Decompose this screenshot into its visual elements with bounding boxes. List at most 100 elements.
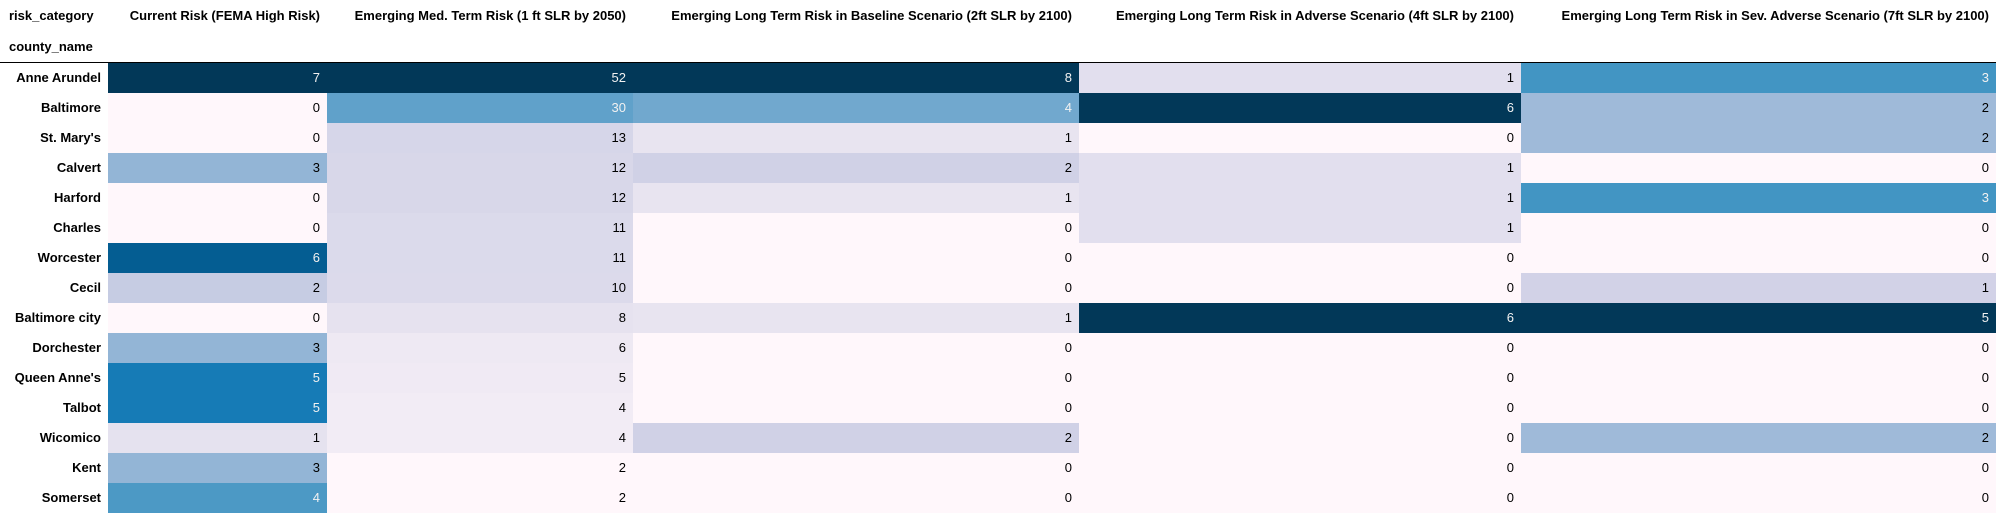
risk-count-cell: 0 — [1521, 393, 1996, 423]
table-body: Anne Arundel 7 52 8 1 3 Baltimore 0 30 4 6 2 St. Mar… — [0, 62, 1996, 513]
risk-count-cell: 2 — [108, 273, 327, 303]
risk-count-cell: 0 — [1521, 483, 1996, 513]
risk-count-cell: 3 — [108, 453, 327, 483]
risk-count-cell: 1 — [1079, 153, 1521, 183]
risk-count-cell: 6 — [327, 333, 633, 363]
risk-count-cell: 30 — [327, 93, 633, 123]
columns-axis-label: risk_category — [0, 0, 108, 31]
index-axis-label: county_name — [0, 31, 108, 63]
risk-count-cell: 0 — [1079, 273, 1521, 303]
risk-count-cell: 12 — [327, 153, 633, 183]
county-name: Dorchester — [0, 333, 108, 363]
table-row: Baltimore city 0 8 1 6 5 — [0, 303, 1996, 333]
risk-count-cell: 0 — [1521, 243, 1996, 273]
index-header-row: county_name — [0, 31, 1996, 63]
county-name: Baltimore — [0, 93, 108, 123]
table-row: Somerset 4 2 0 0 0 — [0, 483, 1996, 513]
risk-count-cell: 2 — [1521, 123, 1996, 153]
table-row: Talbot 5 4 0 0 0 — [0, 393, 1996, 423]
column-header: Current Risk (FEMA High Risk) — [108, 0, 327, 31]
risk-count-cell: 8 — [633, 62, 1079, 93]
county-name: Charles — [0, 213, 108, 243]
risk-count-cell: 0 — [633, 273, 1079, 303]
risk-count-cell: 4 — [108, 483, 327, 513]
risk-count-cell: 3 — [1521, 183, 1996, 213]
column-header: Emerging Med. Term Risk (1 ft SLR by 205… — [327, 0, 633, 31]
risk-count-cell: 4 — [327, 393, 633, 423]
table-row: Dorchester 3 6 0 0 0 — [0, 333, 1996, 363]
table-row: St. Mary's 0 13 1 0 2 — [0, 123, 1996, 153]
county-name: Worcester — [0, 243, 108, 273]
risk-count-cell: 1 — [633, 183, 1079, 213]
risk-count-cell: 0 — [1521, 363, 1996, 393]
risk-count-cell: 0 — [1521, 153, 1996, 183]
county-name: St. Mary's — [0, 123, 108, 153]
risk-count-cell: 0 — [1521, 213, 1996, 243]
risk-count-cell: 12 — [327, 183, 633, 213]
risk-count-cell: 11 — [327, 243, 633, 273]
risk-count-cell: 8 — [327, 303, 633, 333]
risk-count-cell: 0 — [633, 393, 1079, 423]
risk-count-cell: 0 — [633, 333, 1079, 363]
risk-count-cell: 0 — [1079, 483, 1521, 513]
risk-count-cell: 6 — [1079, 303, 1521, 333]
risk-count-cell: 7 — [108, 62, 327, 93]
column-header: Emerging Long Term Risk in Sev. Adverse … — [1521, 0, 1996, 31]
table-row: Calvert 3 12 2 1 0 — [0, 153, 1996, 183]
risk-count-cell: 0 — [1079, 453, 1521, 483]
table-row: Cecil 2 10 0 0 1 — [0, 273, 1996, 303]
risk-count-cell: 0 — [1079, 123, 1521, 153]
risk-count-cell: 2 — [1521, 423, 1996, 453]
risk-count-cell: 5 — [108, 393, 327, 423]
risk-count-cell: 4 — [633, 93, 1079, 123]
risk-count-cell: 2 — [1521, 93, 1996, 123]
risk-count-cell: 0 — [1079, 423, 1521, 453]
column-header: Emerging Long Term Risk in Adverse Scena… — [1079, 0, 1521, 31]
column-header-row: risk_category Current Risk (FEMA High Ri… — [0, 0, 1996, 31]
county-name: Queen Anne's — [0, 363, 108, 393]
table-row: Charles 0 11 0 1 0 — [0, 213, 1996, 243]
risk-count-cell: 13 — [327, 123, 633, 153]
risk-count-cell: 0 — [633, 243, 1079, 273]
risk-count-cell: 1 — [633, 303, 1079, 333]
table-row: Wicomico 1 4 2 0 2 — [0, 423, 1996, 453]
risk-count-cell: 5 — [1521, 303, 1996, 333]
county-name: Anne Arundel — [0, 62, 108, 93]
risk-count-cell: 1 — [1079, 62, 1521, 93]
county-name: Calvert — [0, 153, 108, 183]
risk-count-cell: 10 — [327, 273, 633, 303]
table-row: Harford 0 12 1 1 3 — [0, 183, 1996, 213]
table-row: Queen Anne's 5 5 0 0 0 — [0, 363, 1996, 393]
risk-count-cell: 5 — [108, 363, 327, 393]
risk-count-cell: 3 — [1521, 62, 1996, 93]
risk-count-cell: 4 — [327, 423, 633, 453]
risk-count-cell: 0 — [633, 213, 1079, 243]
risk-count-cell: 0 — [633, 453, 1079, 483]
risk-count-cell: 0 — [108, 213, 327, 243]
risk-count-cell: 2 — [327, 453, 633, 483]
risk-count-cell: 0 — [1521, 333, 1996, 363]
risk-count-cell: 0 — [633, 363, 1079, 393]
risk-count-cell: 0 — [108, 123, 327, 153]
risk-count-cell: 0 — [633, 483, 1079, 513]
table-row: Baltimore 0 30 4 6 2 — [0, 93, 1996, 123]
column-header: Emerging Long Term Risk in Baseline Scen… — [633, 0, 1079, 31]
risk-count-cell: 0 — [1079, 243, 1521, 273]
risk-count-cell: 1 — [1521, 273, 1996, 303]
risk-count-cell: 2 — [633, 153, 1079, 183]
risk-count-cell: 0 — [1079, 393, 1521, 423]
table-row: Anne Arundel 7 52 8 1 3 — [0, 62, 1996, 93]
county-name: Somerset — [0, 483, 108, 513]
risk-count-cell: 0 — [1079, 333, 1521, 363]
county-name: Cecil — [0, 273, 108, 303]
risk-count-cell: 2 — [633, 423, 1079, 453]
risk-count-cell: 0 — [1521, 453, 1996, 483]
county-name: Wicomico — [0, 423, 108, 453]
risk-count-cell: 0 — [1079, 363, 1521, 393]
risk-count-cell: 1 — [633, 123, 1079, 153]
risk-count-cell: 2 — [327, 483, 633, 513]
risk-count-cell: 6 — [108, 243, 327, 273]
risk-count-cell: 1 — [108, 423, 327, 453]
risk-count-cell: 6 — [1079, 93, 1521, 123]
